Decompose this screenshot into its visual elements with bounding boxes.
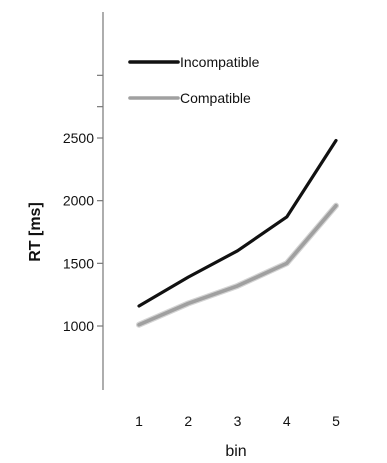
y-axis: 1000 1500 2000 2500 [63,12,104,390]
x-axis: 1 2 3 4 5 [135,413,340,429]
x-axis-title: bin [225,443,246,460]
series-lines [136,138,339,328]
y-tick-label: 1500 [63,255,94,271]
x-tick-label: 3 [234,413,242,429]
series-line-compatible [137,203,338,327]
y-tick-label: 2500 [63,130,94,146]
legend-label-incompatible: Incompatible [180,54,260,70]
x-tick-label: 2 [184,413,192,429]
legend: Incompatible Compatible [128,54,260,106]
series-line-incompatible [137,138,338,308]
legend-label-compatible: Compatible [180,90,251,106]
x-tick-label: 5 [332,413,340,429]
y-axis-title: RT [ms] [27,202,44,262]
y-tick-label: 2000 [63,193,94,209]
series-line-compatible-halo [136,202,339,328]
x-tick-label: 4 [283,413,291,429]
x-tick-label: 1 [135,413,143,429]
y-tick-label: 1000 [63,318,94,334]
